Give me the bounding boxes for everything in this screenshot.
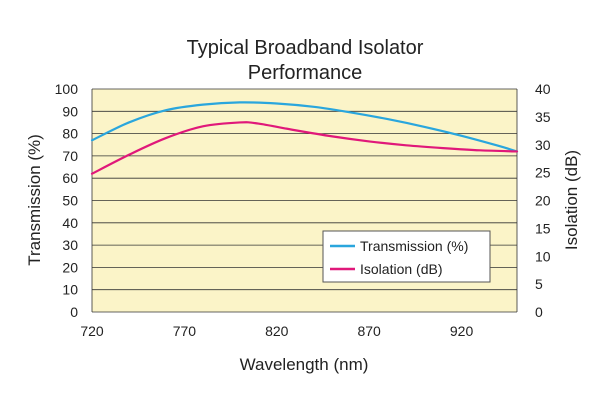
x-axis-label: Wavelength (nm) [240,355,369,374]
y-left-tick-label: 60 [62,170,78,186]
y-left-tick-label: 90 [62,103,78,119]
y-right-tick-label: 30 [535,137,551,153]
right-axis-label: Isolation (dB) [562,150,581,250]
right-axis-ticks: 0 5 10 15 20 25 30 35 40 [535,81,551,320]
y-right-tick-label: 10 [535,248,551,264]
y-left-tick-label: 30 [62,237,78,253]
x-tick-label: 820 [265,323,289,339]
series-lines [90,101,519,175]
chart-title-line-2: Performance [248,62,363,84]
left-axis-ticks: 0 10 20 30 40 50 60 70 80 90 100 [55,81,79,320]
y-left-tick-label: 0 [70,304,78,320]
x-tick-label: 720 [80,323,104,339]
legend-box [322,230,491,283]
y-left-tick-label: 40 [62,215,78,231]
x-tick-label: 770 [173,323,197,339]
y-right-tick-label: 35 [535,109,551,125]
y-right-tick-label: 5 [535,276,543,292]
chart-title-line-1: Typical Broadband Isolator [187,37,424,59]
y-right-tick-label: 40 [535,81,551,97]
legend-label-transmission: Transmission (%) [360,238,468,254]
y-left-tick-label: 70 [62,148,78,164]
legend: Transmission (%) Isolation (dB) [322,230,491,283]
y-left-tick-label: 80 [62,126,78,142]
y-left-tick-label: 10 [62,282,78,298]
y-right-tick-label: 0 [535,304,543,320]
x-axis-ticks: 720 770 820 870 920 [80,323,473,339]
y-right-tick-label: 25 [535,165,551,181]
y-left-tick-label: 20 [62,259,78,275]
series-line-isolation [90,121,519,175]
series-line-transmission [90,101,519,153]
y-right-tick-label: 20 [535,193,551,209]
y-right-tick-label: 15 [535,220,551,236]
legend-label-isolation: Isolation (dB) [360,261,442,277]
y-left-tick-label: 100 [55,81,79,97]
left-axis-label: Transmission (%) [25,134,44,266]
chart-title: Typical Broadband Isolator Performance [187,37,424,84]
x-tick-label: 920 [450,323,474,339]
y-left-tick-label: 50 [62,193,78,209]
x-tick-label: 870 [357,323,381,339]
gridlines [91,88,518,313]
